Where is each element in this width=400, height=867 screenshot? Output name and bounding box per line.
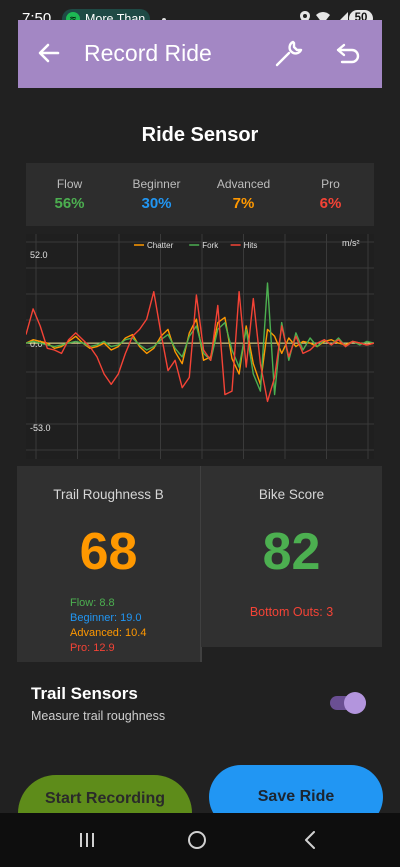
legend-label: Fork: [202, 241, 219, 250]
bottom-outs-text: Bottom Outs: 3: [249, 605, 334, 619]
roughness-breakdown: Flow: 8.8 Beginner: 19.0 Advanced: 10.4 …: [70, 596, 146, 656]
level-pro: Pro 6%: [291, 177, 371, 212]
level-beginner: Beginner 30%: [117, 177, 197, 212]
y-tick-label: 52.0: [30, 250, 48, 260]
bike-score-card: Bike Score 82 Bottom Outs: 3: [201, 466, 382, 647]
bike-score-title: Bike Score: [258, 487, 325, 502]
level-label: Advanced: [216, 177, 271, 191]
y-tick-label: 0.0: [30, 339, 43, 349]
trail-sensors-subtitle: Measure trail roughness: [31, 709, 166, 723]
breakdown-beginner: Beginner: 19.0: [70, 612, 142, 624]
section-title: Ride Sensor: [141, 124, 259, 146]
y-tick-label: -53.0: [30, 423, 51, 433]
breakdown-flow: Flow: 8.8: [70, 597, 115, 609]
levels-summary: Flow 56% Beginner 30% Advanced 7% Pro 6%: [26, 163, 374, 226]
legend-label: Hits: [244, 241, 258, 250]
undo-icon[interactable]: [334, 40, 362, 68]
bike-score-value: 82: [262, 523, 321, 581]
trail-sensors-title: Trail Sensors: [31, 684, 138, 703]
start-recording-label: Start Recording: [44, 790, 165, 807]
sensor-chart-svg: 52.0 0.0 -53.0 m/s² Chatter Fork Hits: [26, 234, 374, 459]
level-label: Beginner: [132, 177, 181, 191]
wrench-icon[interactable]: [273, 39, 305, 69]
nav-back-icon[interactable]: [303, 831, 317, 849]
back-arrow-icon[interactable]: [36, 40, 62, 66]
app-bar: Record Ride: [18, 20, 382, 88]
trail-sensors-toggle[interactable]: [330, 692, 366, 714]
page-title: Record Ride: [84, 40, 212, 66]
unit-label: m/s²: [342, 238, 360, 248]
breakdown-advanced: Advanced: 10.4: [70, 627, 147, 639]
level-advanced: Advanced 7%: [204, 177, 284, 212]
sensor-chart: 52.0 0.0 -53.0 m/s² Chatter Fork Hits: [26, 234, 374, 459]
trail-roughness-title: Trail Roughness B: [53, 487, 164, 502]
level-value: 6%: [319, 195, 342, 212]
trail-roughness-card: Trail Roughness B 68 Flow: 8.8 Beginner:…: [17, 466, 202, 662]
trail-roughness-value: 68: [79, 523, 138, 581]
level-label: Pro: [321, 177, 340, 191]
level-flow: Flow 56%: [30, 177, 110, 212]
toggle-thumb: [344, 692, 366, 714]
home-icon[interactable]: [188, 831, 206, 849]
level-value: 30%: [141, 195, 172, 212]
wifi-icon: [316, 11, 330, 24]
level-value: 56%: [54, 195, 85, 212]
breakdown-pro: Pro: 12.9: [70, 642, 115, 654]
system-nav-bar: [0, 813, 400, 867]
legend-label: Chatter: [147, 241, 174, 250]
series-line-hits: [26, 291, 374, 403]
level-label: Flow: [56, 177, 83, 191]
level-value: 7%: [232, 195, 255, 212]
recent-apps-icon[interactable]: [78, 832, 96, 848]
